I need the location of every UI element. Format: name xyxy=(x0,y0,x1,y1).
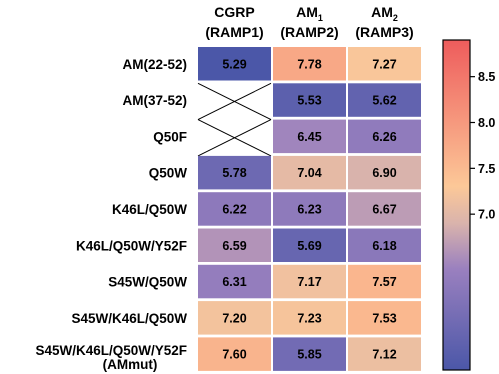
heatmap-cell xyxy=(273,192,346,226)
heatmap-cell xyxy=(198,47,271,81)
cell-value-label: 7.12 xyxy=(372,348,396,362)
heatmap-cell xyxy=(273,83,346,117)
cell-value-label: 5.29 xyxy=(222,57,246,71)
cell-value-label: 7.17 xyxy=(297,275,321,289)
cell-value-label: 5.53 xyxy=(297,94,321,108)
colorbar-gradient xyxy=(442,39,471,371)
colorbar-tick-label: 8.0 xyxy=(478,116,495,130)
heatmap-cell xyxy=(273,337,346,371)
cell-value-label: 6.59 xyxy=(222,239,246,253)
column-labels: CGRP (RAMP1) AM1(RAMP2) AM2(RAMP3) xyxy=(205,4,413,40)
column-label: AM2 xyxy=(371,4,398,23)
heatmap-cell xyxy=(198,264,271,299)
column-receptor-label: (RAMP1) xyxy=(205,24,263,40)
heatmap-cell xyxy=(198,192,271,226)
cell-value-label: 6.31 xyxy=(222,275,246,289)
row-label: Q50W xyxy=(149,166,188,181)
heatmap-cell xyxy=(273,155,346,190)
cell-value-label: 6.45 xyxy=(297,130,321,144)
cell-value-label: 7.53 xyxy=(372,311,396,325)
cell-value-label: 5.62 xyxy=(372,94,396,108)
heatmap-cell xyxy=(273,228,346,262)
row-label: AM(37-52) xyxy=(122,93,187,108)
column-receptor-label: (RAMP3) xyxy=(355,24,413,40)
cell-value-label: 7.78 xyxy=(297,57,321,71)
row-label: S45W/K46L/Q50W xyxy=(71,311,187,326)
cell-value-label: 6.23 xyxy=(297,202,321,216)
row-label: Q50F xyxy=(153,129,187,144)
column-label: CGRP xyxy=(214,4,254,20)
heatmap-cell xyxy=(198,228,271,262)
heatmap-cell xyxy=(273,301,346,335)
row-label: S45W/Q50W xyxy=(108,275,187,290)
row-label: K46L/Q50W/Y52F xyxy=(76,238,187,253)
colorbar-tick-label: 8.5 xyxy=(478,70,495,84)
heatmap-cell xyxy=(273,47,346,81)
cell-value-label: 7.20 xyxy=(222,311,246,325)
heatmap-cell xyxy=(273,264,346,299)
heatmap-cells: 5.29 7.78 7.27 5.53 5.62 6.45 6.26 5.78 7.04 6.90… xyxy=(197,47,421,371)
heatmap-cell xyxy=(198,337,271,371)
colorbar: 7.0 7.5 8.0 8.5 xyxy=(442,39,495,371)
cell-value-label: 7.57 xyxy=(372,275,396,289)
cell-value-label: 6.26 xyxy=(372,130,396,144)
cell-value-label: 5.69 xyxy=(297,239,321,253)
colorbar-tick-label: 7.5 xyxy=(478,162,495,176)
row-label: AM(22-52) xyxy=(122,57,187,72)
row-label: K46L/Q50W xyxy=(112,202,187,217)
heatmap-cell xyxy=(348,337,421,371)
row-labels: AM(22-52) AM(37-52) Q50F Q50W K46L/Q50W K46L/… xyxy=(35,57,187,372)
heatmap-cell xyxy=(348,119,421,154)
heatmap-cell xyxy=(348,83,421,117)
cell-value-label: 6.18 xyxy=(372,239,396,253)
cell-value-label: 7.23 xyxy=(297,311,321,325)
heatmap-cell xyxy=(348,155,421,190)
heatmap-cell xyxy=(348,47,421,81)
cell-value-label: 7.60 xyxy=(222,348,246,362)
cell-value-label: 6.90 xyxy=(372,166,396,180)
missing-cell-cross xyxy=(197,82,272,121)
heatmap-cell xyxy=(273,119,346,154)
row-label: S45W/K46L/Q50W/Y52F xyxy=(35,343,187,358)
cell-value-label: 5.78 xyxy=(222,166,246,180)
heatmap-cell xyxy=(348,264,421,299)
missing-cell-cross xyxy=(197,119,272,157)
column-receptor-label: (RAMP2) xyxy=(280,24,338,40)
cell-value-label: 6.67 xyxy=(372,202,396,216)
cell-value-label: 7.27 xyxy=(372,57,396,71)
cell-value-label: 6.22 xyxy=(222,202,246,216)
heatmap-cell xyxy=(198,155,271,190)
heatmap-cell xyxy=(198,301,271,335)
cell-value-label: 5.85 xyxy=(297,348,321,362)
cell-value-label: 7.04 xyxy=(297,166,321,180)
colorbar-tick-label: 7.0 xyxy=(478,208,495,222)
heatmap-cell xyxy=(348,192,421,226)
row-label-secondary: (AMmut) xyxy=(103,357,158,372)
heatmap-cell xyxy=(348,228,421,262)
column-label: AM1 xyxy=(296,4,323,23)
heatmap-cell xyxy=(348,301,421,335)
